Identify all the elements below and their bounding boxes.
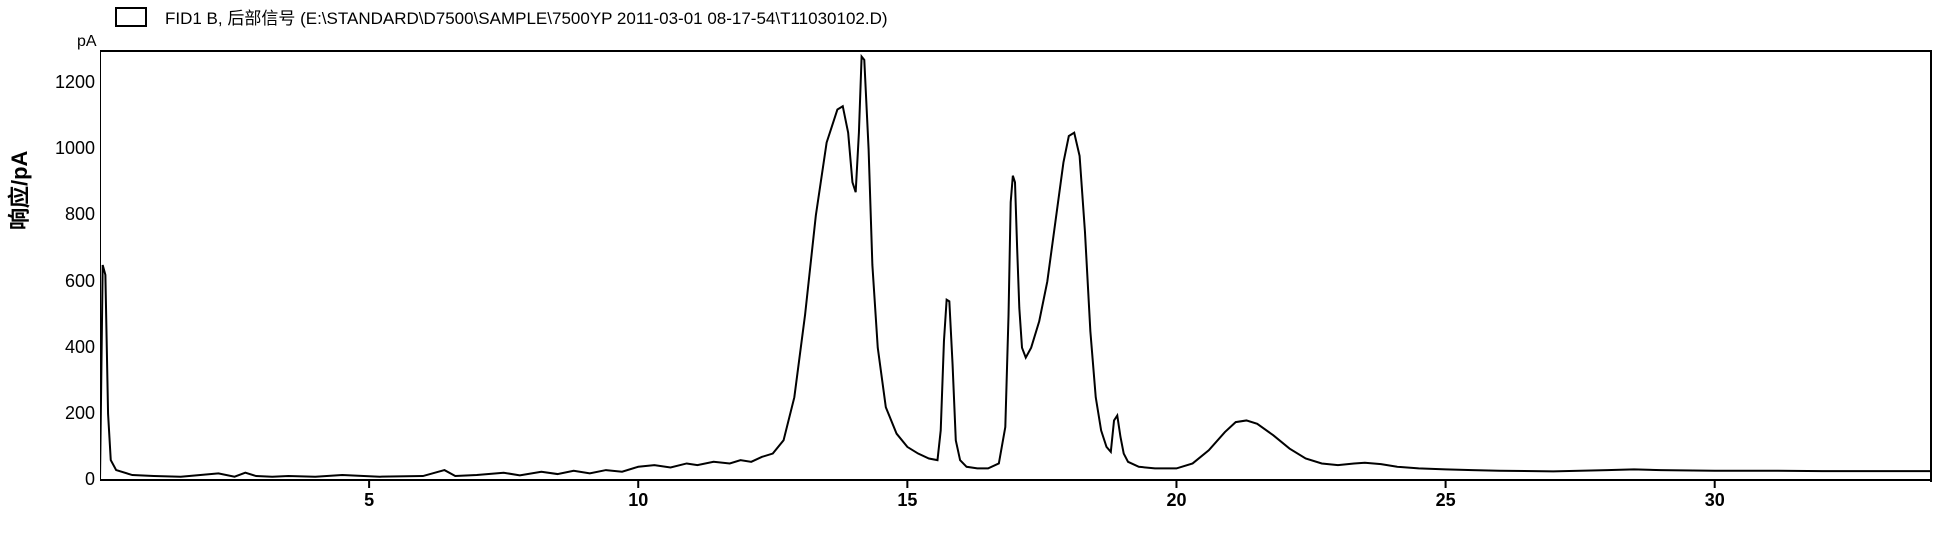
y-tick-label: 200 bbox=[35, 403, 95, 424]
legend-marker bbox=[115, 7, 147, 27]
x-tick-label: 20 bbox=[1166, 490, 1186, 511]
chromatogram-plot bbox=[100, 50, 1930, 490]
y-tick-label: 1200 bbox=[35, 72, 95, 93]
y-axis-label: 响应/pA bbox=[2, 151, 34, 230]
x-tick-label: 10 bbox=[628, 490, 648, 511]
x-tick-label: 30 bbox=[1705, 490, 1725, 511]
x-tick-label: 15 bbox=[897, 490, 917, 511]
y-tick-label: 400 bbox=[35, 337, 95, 358]
legend: FID1 B, 后部信号 (E:\STANDARD\D7500\SAMPLE\7… bbox=[115, 4, 888, 29]
x-tick-label: 5 bbox=[364, 490, 374, 511]
chart-container: FID1 B, 后部信号 (E:\STANDARD\D7500\SAMPLE\7… bbox=[0, 0, 1950, 537]
y-tick-label: 0 bbox=[35, 469, 95, 490]
y-tick-label: 600 bbox=[35, 271, 95, 292]
y-unit-label: pA bbox=[77, 33, 97, 51]
y-tick-label: 800 bbox=[35, 204, 95, 225]
legend-text: FID1 B, 后部信号 (E:\STANDARD\D7500\SAMPLE\7… bbox=[165, 4, 888, 29]
x-tick-label: 25 bbox=[1436, 490, 1456, 511]
y-tick-label: 1000 bbox=[35, 138, 95, 159]
